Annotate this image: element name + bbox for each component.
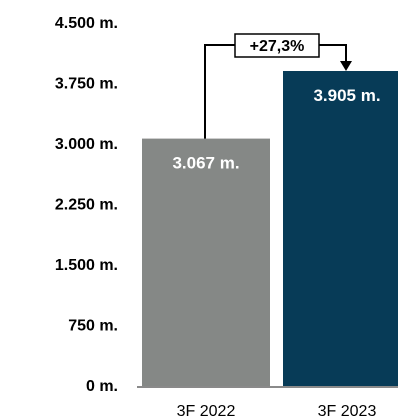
x-tick-label: 3F 2023 bbox=[318, 403, 377, 420]
bars: 3.067 m. 3.905 m. bbox=[142, 70, 398, 386]
y-tick-label: 1.500 m. bbox=[55, 257, 118, 274]
y-tick-label: 750 m. bbox=[68, 318, 118, 335]
x-tick-label: 3F 2022 bbox=[177, 403, 236, 420]
change-percent-label: +27,3% bbox=[250, 38, 305, 55]
y-tick-label: 3.000 m. bbox=[55, 136, 118, 153]
y-axis-ticks: 0 m. 750 m. 1.500 m. 2.250 m. 3.000 m. 3.750 … bbox=[55, 15, 118, 395]
y-tick-label: 3.750 m. bbox=[55, 76, 118, 93]
bar-3f-2022 bbox=[142, 138, 270, 386]
y-tick-label: 0 m. bbox=[86, 378, 118, 395]
bar-3f-2023 bbox=[283, 70, 398, 386]
change-box bbox=[234, 33, 320, 58]
change-annotation: +27,3% bbox=[204, 33, 352, 139]
y-tick-label: 2.250 m. bbox=[55, 197, 118, 214]
y-tick-label: 4.500 m. bbox=[55, 15, 118, 32]
x-axis-ticks: 3F 2022 3F 2023 bbox=[177, 403, 377, 420]
bar-value-label: 3.067 m. bbox=[172, 154, 239, 173]
arrow-head-icon bbox=[340, 60, 352, 71]
bar-value-label: 3.905 m. bbox=[313, 86, 380, 105]
